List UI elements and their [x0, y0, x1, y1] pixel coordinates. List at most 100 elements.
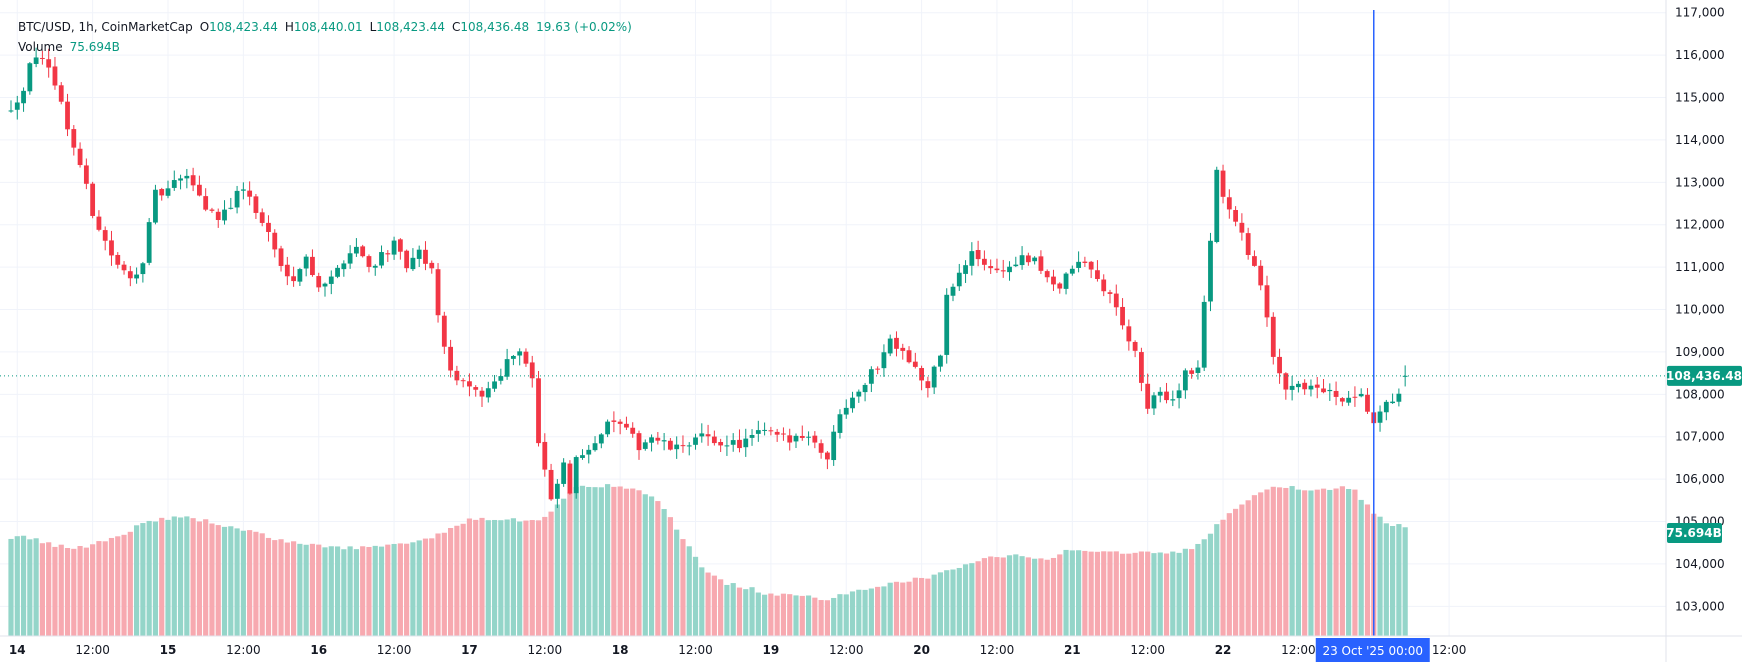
candle-body[interactable]	[410, 257, 416, 270]
legend-volume-label[interactable]: Volume	[18, 40, 63, 54]
candle-body[interactable]	[140, 263, 146, 275]
candle-body[interactable]	[121, 264, 127, 271]
candle-body[interactable]	[21, 90, 26, 104]
candle-body[interactable]	[165, 188, 171, 196]
candle-body[interactable]	[573, 457, 579, 494]
candle-body[interactable]	[441, 315, 447, 347]
candle-body[interactable]	[705, 434, 711, 437]
candle-body[interactable]	[944, 294, 950, 355]
candle-body[interactable]	[203, 196, 209, 210]
candle-body[interactable]	[1239, 222, 1245, 233]
candle-body[interactable]	[529, 362, 535, 379]
candle-body[interactable]	[1383, 401, 1389, 413]
candle-body[interactable]	[1264, 285, 1270, 318]
candle-body[interactable]	[1057, 283, 1063, 289]
candle-body[interactable]	[793, 435, 799, 442]
candle-body[interactable]	[1377, 411, 1383, 423]
candle-body[interactable]	[435, 269, 441, 316]
candle-body[interactable]	[297, 269, 303, 282]
candle-body[interactable]	[1270, 316, 1276, 357]
candle-body[interactable]	[14, 102, 20, 110]
candle-body[interactable]	[894, 337, 899, 349]
candle-body[interactable]	[1182, 370, 1188, 391]
candle-body[interactable]	[567, 463, 573, 494]
candle-body[interactable]	[397, 239, 403, 252]
candle-body[interactable]	[1365, 394, 1370, 412]
candle-body[interactable]	[209, 209, 215, 211]
candle-body[interactable]	[1007, 266, 1012, 273]
candle-body[interactable]	[429, 262, 435, 269]
candle-body[interactable]	[1208, 240, 1213, 302]
candle-body[interactable]	[40, 57, 45, 59]
time-axis[interactable]: 14 12:00 15 12:00 16 12:00 17 12:00 18 12:00 19 12:…	[9, 643, 1466, 657]
candle-body[interactable]	[1314, 384, 1320, 388]
candle-body[interactable]	[215, 211, 221, 220]
candle-body[interactable]	[856, 391, 862, 397]
candle-body[interactable]	[517, 351, 523, 356]
candle-body[interactable]	[1352, 396, 1358, 398]
candle-body[interactable]	[404, 250, 410, 269]
candle-body[interactable]	[266, 222, 271, 233]
candle-body[interactable]	[1289, 385, 1295, 390]
candle-body[interactable]	[448, 346, 453, 371]
candle-body[interactable]	[1302, 382, 1308, 390]
candle-body[interactable]	[818, 443, 824, 453]
candle-body[interactable]	[115, 254, 121, 265]
candle-body[interactable]	[862, 384, 868, 393]
candle-body[interactable]	[655, 437, 661, 441]
candle-body[interactable]	[146, 222, 152, 263]
candle-body[interactable]	[197, 184, 202, 196]
candle-body[interactable]	[649, 437, 654, 443]
candle-body[interactable]	[366, 256, 372, 267]
candle-body[interactable]	[1019, 255, 1025, 266]
candle-body[interactable]	[1157, 391, 1163, 396]
candle-body[interactable]	[831, 431, 837, 461]
candle-body[interactable]	[837, 414, 843, 433]
candle-body[interactable]	[982, 258, 987, 265]
candle-body[interactable]	[341, 263, 347, 270]
candle-body[interactable]	[561, 462, 567, 484]
candle-body[interactable]	[291, 276, 296, 282]
candle-body[interactable]	[253, 196, 259, 213]
candle-body[interactable]	[787, 435, 793, 443]
candle-body[interactable]	[71, 129, 77, 148]
candle-body[interactable]	[1214, 169, 1220, 242]
candle-body[interactable]	[963, 265, 968, 274]
candle-body[interactable]	[328, 276, 334, 284]
candle-body[interactable]	[492, 381, 497, 389]
candle-body[interactable]	[310, 256, 315, 276]
candle-body[interactable]	[542, 441, 548, 470]
candle-body[interactable]	[730, 440, 736, 445]
legend-symbol[interactable]: BTC/USD, 1h, CoinMarketCap	[18, 20, 193, 34]
candle-body[interactable]	[27, 63, 33, 92]
candle-body[interactable]	[1076, 261, 1081, 268]
candle-body[interactable]	[825, 452, 830, 460]
candle-body[interactable]	[1000, 270, 1006, 272]
candle-body[interactable]	[83, 165, 89, 184]
candle-body[interactable]	[379, 252, 384, 266]
candle-body[interactable]	[875, 368, 881, 370]
candle-body[interactable]	[925, 381, 931, 389]
candle-body[interactable]	[749, 435, 755, 438]
candle-body[interactable]	[1126, 326, 1132, 342]
candle-body[interactable]	[718, 442, 724, 446]
candle-body[interactable]	[887, 338, 893, 354]
candle-body[interactable]	[247, 190, 253, 197]
candle-body[interactable]	[674, 444, 680, 450]
candle-body[interactable]	[316, 276, 322, 288]
candle-body[interactable]	[473, 387, 479, 390]
candle-body[interactable]	[33, 57, 39, 64]
candle-body[interactable]	[1189, 370, 1195, 374]
candle-body[interactable]	[52, 66, 58, 86]
candle-body[interactable]	[1296, 383, 1301, 388]
candle-body[interactable]	[1201, 301, 1207, 368]
candle-body[interactable]	[335, 267, 340, 277]
candle-body[interactable]	[485, 388, 491, 398]
candle-body[interactable]	[743, 438, 749, 448]
candle-body[interactable]	[1107, 292, 1113, 294]
candle-body[interactable]	[919, 368, 924, 381]
candle-body[interactable]	[1321, 388, 1326, 393]
candle-body[interactable]	[109, 240, 114, 256]
candle-body[interactable]	[460, 380, 466, 382]
